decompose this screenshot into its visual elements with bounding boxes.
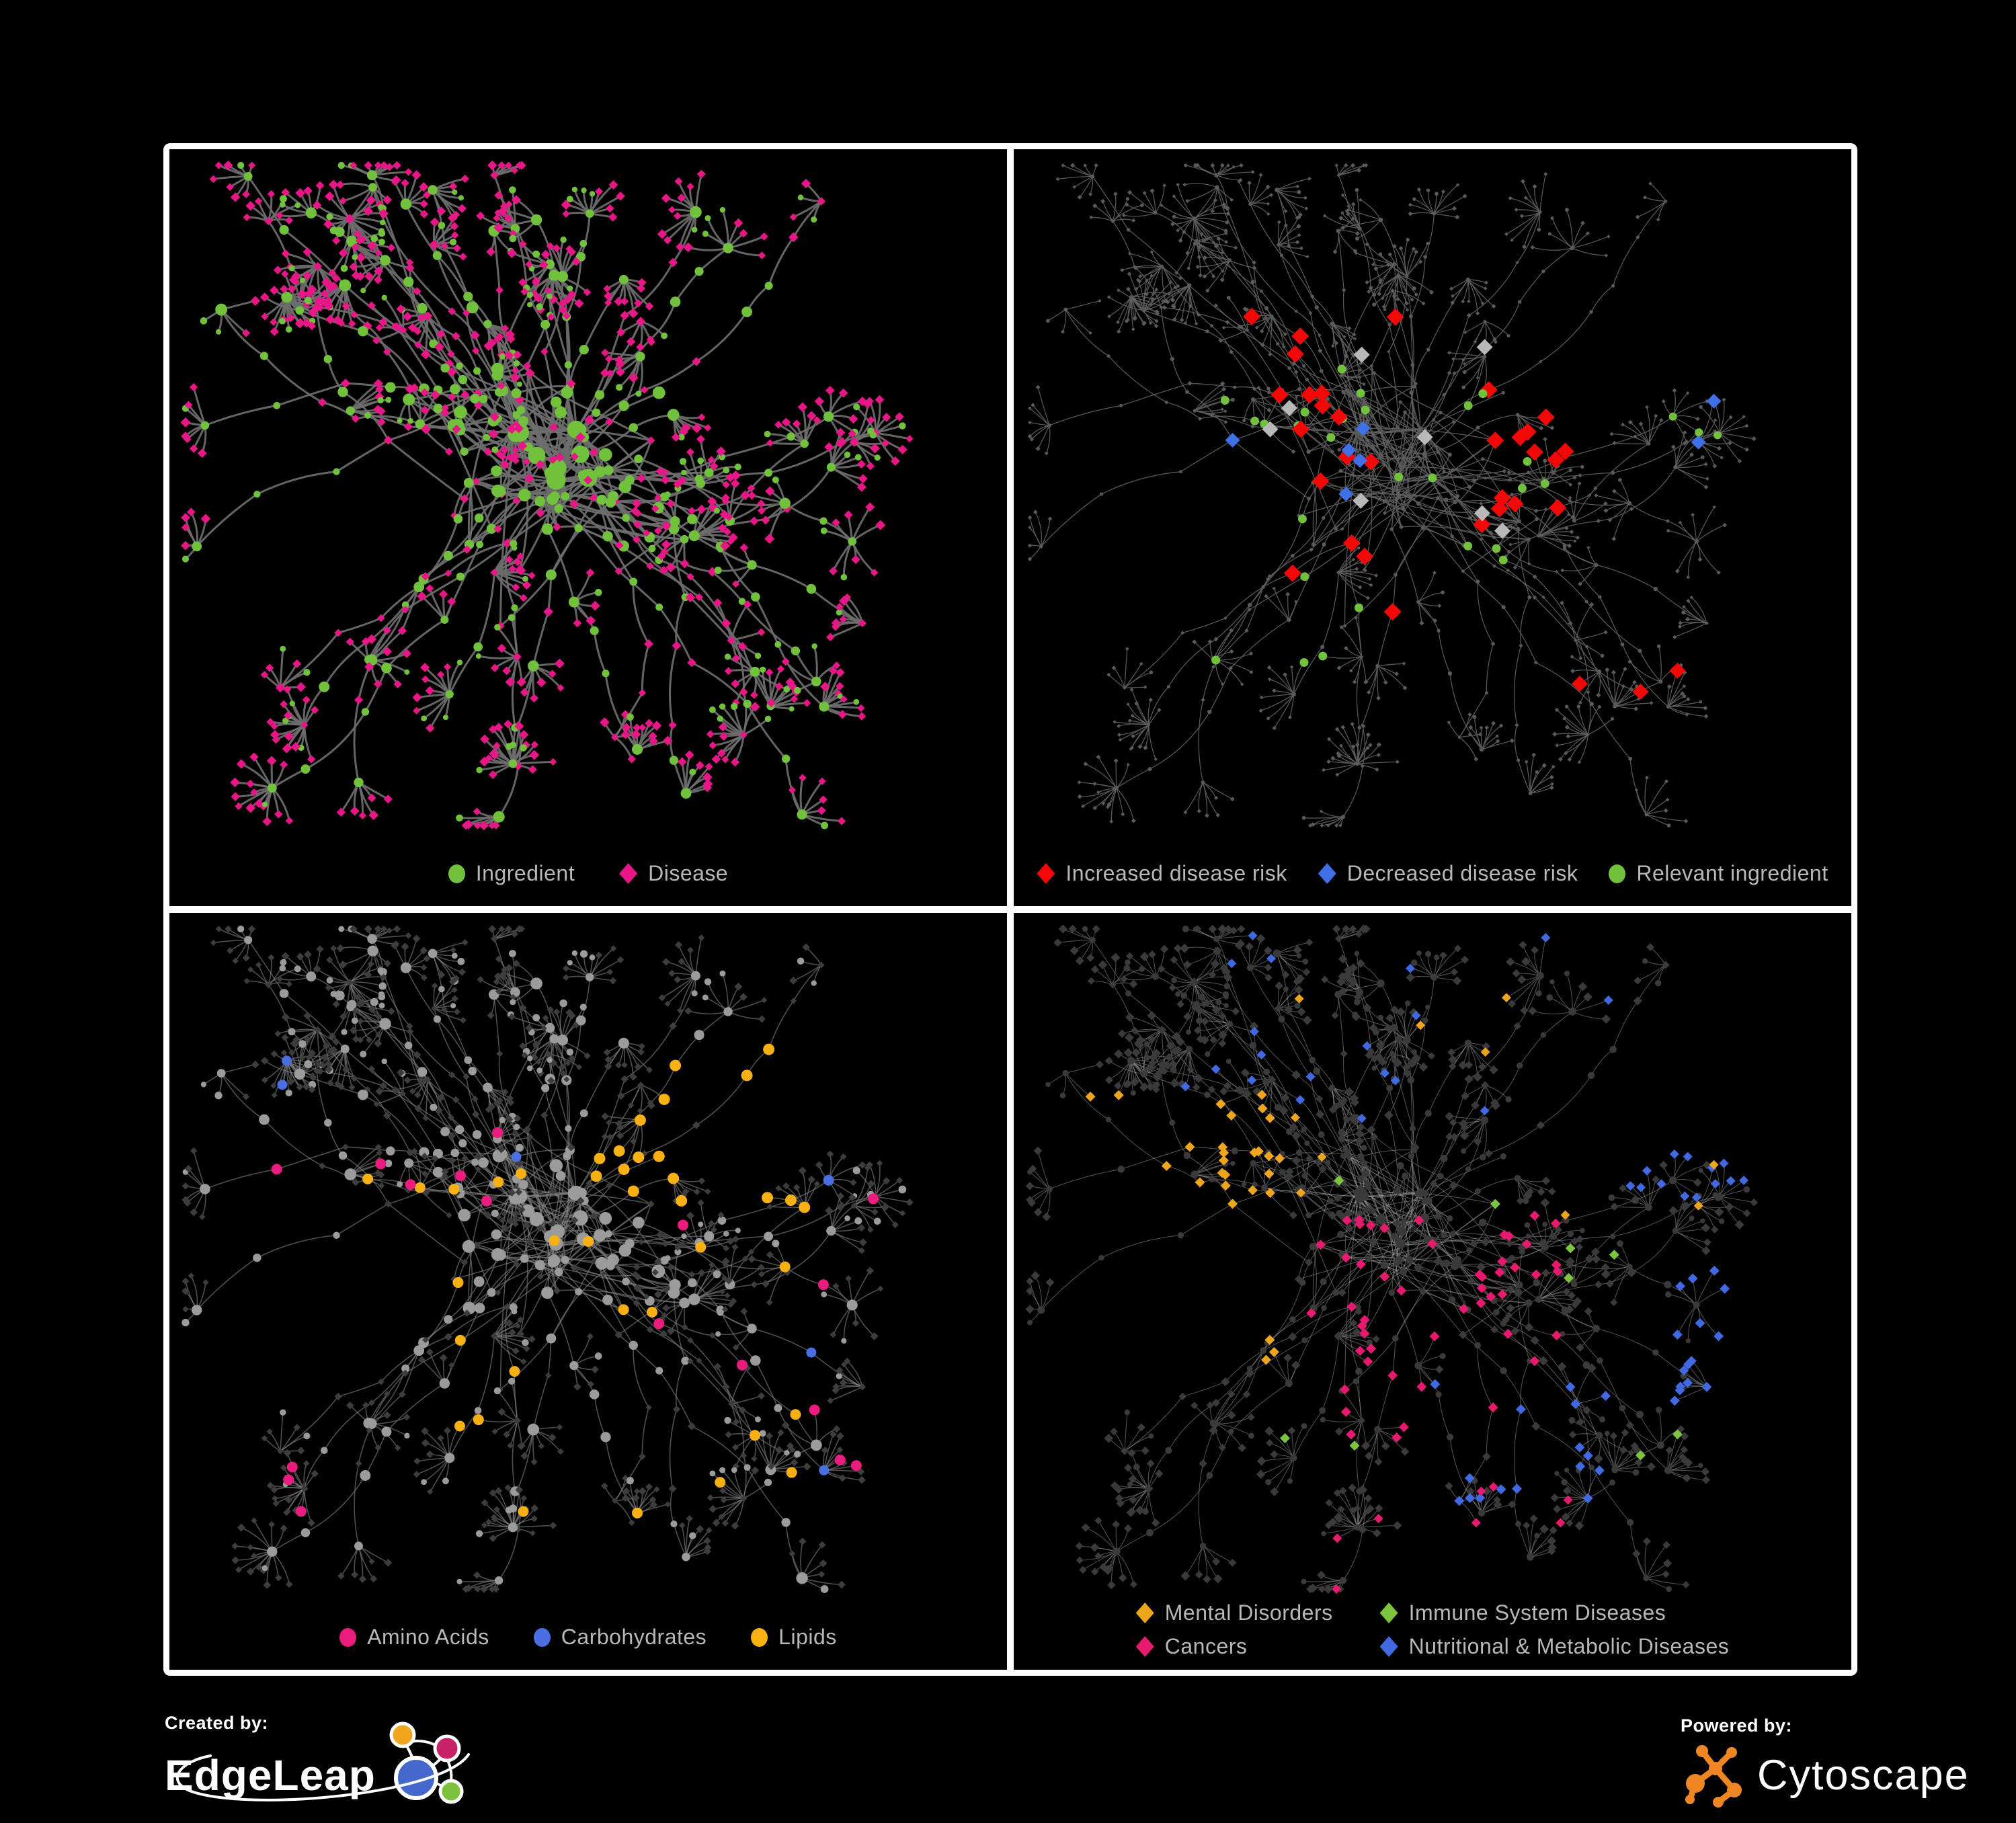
edgeleap-pink-node — [433, 1734, 461, 1763]
decreased-risk-diamond-icon — [1318, 863, 1336, 884]
immune-system-diseases-diamond-icon — [1379, 1603, 1398, 1623]
legend-label: Cancers — [1164, 1634, 1248, 1658]
lipids-circle-icon — [751, 1627, 768, 1647]
cytoscape-brand-text: Cytoscape — [1757, 1751, 1970, 1799]
cytoscape-logo-icon — [1685, 1745, 1742, 1808]
ingredient-circle-icon — [448, 864, 465, 883]
legend-label: Carbohydrates — [561, 1625, 707, 1649]
legend-item: Decreased disease risk — [1318, 861, 1578, 886]
panel-grid: Ingredient Disease Increased disease ris… — [163, 143, 1857, 1676]
legend-label: Decreased disease risk — [1346, 861, 1578, 885]
legend-item: Carbohydrates — [533, 1625, 707, 1650]
legend-label: Mental Disorders — [1164, 1601, 1333, 1625]
legend-label: Ingredient — [475, 861, 575, 885]
legend-ingredient-disease: Ingredient Disease — [169, 861, 1007, 886]
network-graph-disease-categories — [1025, 924, 1758, 1594]
legend-item: Immune System Diseases — [1379, 1601, 1666, 1625]
legend-label: Relevant ingredient — [1636, 861, 1828, 885]
edgeleap-blue-node — [393, 1756, 438, 1800]
legend-label: Amino Acids — [367, 1625, 489, 1649]
powered-by-label: Powered by: — [1681, 1715, 1793, 1736]
network-graph-disease-risk — [1027, 163, 1757, 828]
legend-label: Immune System Diseases — [1408, 1601, 1666, 1625]
legend-item: Increased disease risk — [1037, 861, 1287, 886]
legend-item: Mental Disorders — [1135, 1601, 1333, 1625]
legend-item: Lipids — [751, 1625, 837, 1650]
cancers-diamond-icon — [1135, 1636, 1154, 1657]
legend-label: Disease — [648, 861, 729, 885]
legend-item: Amino Acids — [339, 1625, 489, 1650]
legend-item: Relevant ingredient — [1609, 861, 1828, 886]
network-graph-nutrient-categories — [182, 925, 914, 1593]
network-graph-ingredient-disease — [180, 160, 914, 831]
relevant-ingredient-circle-icon — [1609, 864, 1626, 883]
mental-disorders-diamond-icon — [1135, 1603, 1154, 1623]
increased-risk-diamond-icon — [1037, 863, 1055, 884]
panel-disease-categories: Mental Disorders Immune System Diseases … — [1014, 913, 1851, 1670]
legend-label: Nutritional & Metabolic Diseases — [1408, 1634, 1730, 1658]
legend-item: Cancers — [1135, 1634, 1248, 1659]
legend-item: Ingredient — [448, 861, 575, 886]
panel-nutrient-categories: Amino Acids Carbohydrates Lipids — [169, 913, 1007, 1670]
legend-disease-categories: Mental Disorders Immune System Diseases … — [1135, 1601, 1730, 1659]
powered-by-block: Powered by: Cytoscape — [1681, 1715, 1970, 1810]
edgeleap-green-node — [438, 1779, 464, 1804]
legend-label: Increased disease risk — [1065, 861, 1287, 885]
legend-item: Nutritional & Metabolic Diseases — [1379, 1634, 1730, 1659]
nutritional-metabolic-diseases-diamond-icon — [1379, 1636, 1398, 1657]
legend-label: Lipids — [778, 1625, 837, 1649]
panel-disease-risk: Increased disease risk Decreased disease… — [1014, 149, 1851, 906]
legend-disease-risk: Increased disease risk Decreased disease… — [1014, 861, 1851, 886]
legend-item: Disease — [619, 861, 728, 886]
created-by-block: Created by: EdgeLeap — [165, 1713, 473, 1813]
edgeleap-brand-text: EdgeLeap — [165, 1751, 376, 1799]
edgeleap-orange-node — [389, 1721, 416, 1748]
disease-diamond-icon — [619, 863, 638, 884]
edgeleap-logo-icon — [389, 1721, 464, 1804]
panel-ingredient-disease: Ingredient Disease — [169, 149, 1007, 906]
legend-nutrient-categories: Amino Acids Carbohydrates Lipids — [169, 1625, 1007, 1650]
amino-acids-circle-icon — [339, 1627, 357, 1647]
carbohydrates-circle-icon — [533, 1627, 551, 1647]
created-by-label: Created by: — [165, 1713, 269, 1733]
